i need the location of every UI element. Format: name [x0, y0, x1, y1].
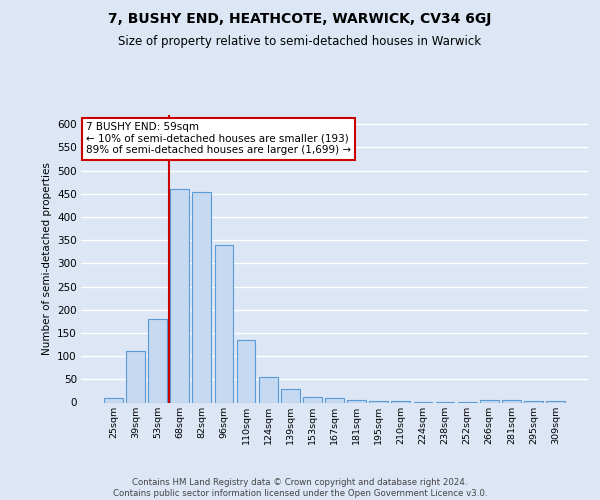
- Text: 7, BUSHY END, HEATHCOTE, WARWICK, CV34 6GJ: 7, BUSHY END, HEATHCOTE, WARWICK, CV34 6…: [109, 12, 491, 26]
- Bar: [148, 319, 167, 402]
- Bar: [281, 388, 299, 402]
- Bar: [480, 400, 499, 402]
- Bar: [193, 192, 211, 402]
- Bar: [236, 340, 256, 402]
- Bar: [104, 398, 123, 402]
- Bar: [546, 401, 565, 402]
- Bar: [259, 377, 278, 402]
- Bar: [126, 352, 145, 403]
- Bar: [303, 397, 322, 402]
- Bar: [370, 401, 388, 402]
- Text: Contains HM Land Registry data © Crown copyright and database right 2024.
Contai: Contains HM Land Registry data © Crown c…: [113, 478, 487, 498]
- Bar: [325, 398, 344, 402]
- Bar: [391, 401, 410, 402]
- Bar: [524, 401, 543, 402]
- Bar: [215, 245, 233, 402]
- Bar: [170, 189, 189, 402]
- Y-axis label: Number of semi-detached properties: Number of semi-detached properties: [41, 162, 52, 355]
- Bar: [347, 400, 366, 402]
- Text: Size of property relative to semi-detached houses in Warwick: Size of property relative to semi-detach…: [118, 35, 482, 48]
- Bar: [502, 400, 521, 402]
- Text: 7 BUSHY END: 59sqm
← 10% of semi-detached houses are smaller (193)
89% of semi-d: 7 BUSHY END: 59sqm ← 10% of semi-detache…: [86, 122, 351, 156]
